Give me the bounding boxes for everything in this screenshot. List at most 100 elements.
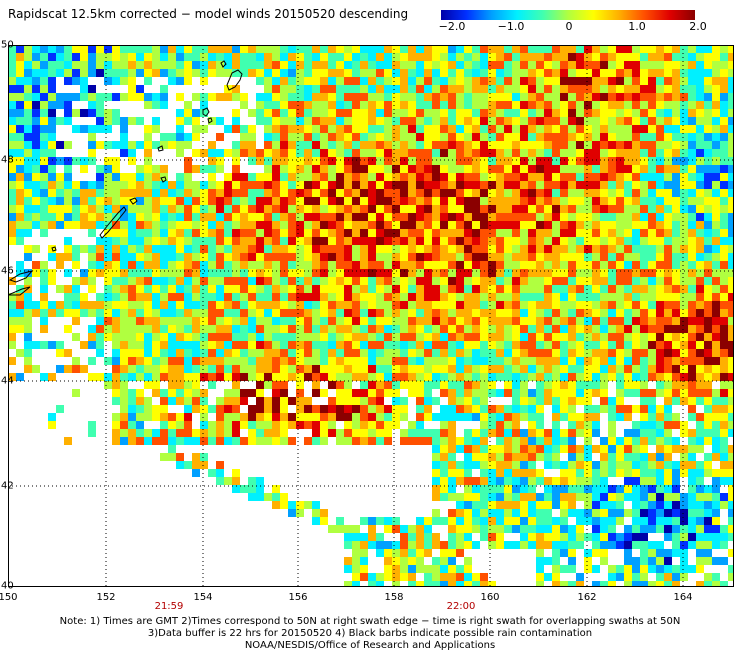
wind-cell	[152, 101, 160, 109]
wind-cell	[304, 77, 312, 85]
wind-cell	[664, 189, 672, 197]
wind-cell	[432, 141, 440, 149]
wind-cell	[328, 197, 336, 205]
wind-cell	[408, 349, 416, 357]
wind-cell	[376, 277, 384, 285]
wind-cell	[168, 277, 176, 285]
wind-cell	[656, 413, 664, 421]
wind-cell	[496, 229, 504, 237]
wind-cell	[464, 349, 472, 357]
wind-cell	[16, 285, 24, 293]
wind-cell	[168, 309, 176, 317]
wind-cell	[16, 293, 24, 301]
wind-cell	[600, 45, 608, 53]
wind-cell	[368, 261, 376, 269]
wind-cell	[680, 261, 688, 269]
wind-cell	[304, 301, 312, 309]
wind-cell	[512, 413, 520, 421]
wind-cell	[512, 525, 520, 533]
wind-cell	[528, 437, 536, 445]
wind-cell	[456, 405, 464, 413]
wind-cell	[640, 157, 648, 165]
wind-cell	[712, 533, 720, 541]
wind-cell	[280, 149, 288, 157]
wind-cell	[264, 93, 272, 101]
wind-cell	[384, 205, 392, 213]
wind-cell	[728, 501, 734, 509]
wind-cell	[320, 389, 328, 397]
wind-cell	[344, 381, 352, 389]
wind-cell	[656, 69, 664, 77]
wind-cell	[624, 437, 632, 445]
wind-cell	[648, 221, 656, 229]
wind-cell	[480, 173, 488, 181]
wind-cell	[536, 365, 544, 373]
wind-cell	[120, 413, 128, 421]
wind-cell	[248, 173, 256, 181]
wind-cell	[240, 301, 248, 309]
wind-cell	[592, 205, 600, 213]
wind-cell	[24, 85, 32, 93]
wind-cell	[520, 373, 528, 381]
wind-cell	[552, 565, 560, 573]
wind-cell	[552, 261, 560, 269]
wind-cell	[176, 61, 184, 69]
wind-cell	[440, 293, 448, 301]
wind-cell	[448, 301, 456, 309]
wind-cell	[720, 365, 728, 373]
wind-cell	[344, 525, 352, 533]
wind-cell	[720, 429, 728, 437]
wind-cell	[600, 549, 608, 557]
wind-cell	[344, 45, 352, 53]
wind-cell	[400, 53, 408, 61]
island-outline	[160, 176, 167, 183]
wind-cell	[552, 573, 560, 581]
wind-cell	[656, 245, 664, 253]
wind-cell	[280, 437, 288, 445]
wind-cell	[120, 349, 128, 357]
wind-cell	[680, 541, 688, 549]
wind-cell	[368, 69, 376, 77]
wind-cell	[168, 341, 176, 349]
wind-cell	[528, 413, 536, 421]
wind-cell	[320, 253, 328, 261]
wind-cell	[296, 261, 304, 269]
wind-cell	[592, 405, 600, 413]
wind-cell	[592, 317, 600, 325]
wind-cell	[8, 373, 16, 381]
wind-cell	[16, 349, 24, 357]
wind-cell	[640, 357, 648, 365]
wind-cell	[544, 133, 552, 141]
wind-cell	[368, 397, 376, 405]
wind-cell	[592, 301, 600, 309]
wind-cell	[112, 221, 120, 229]
wind-cell	[584, 373, 592, 381]
wind-cell	[632, 381, 640, 389]
wind-cell	[336, 85, 344, 93]
wind-cell	[232, 301, 240, 309]
wind-cell	[96, 221, 104, 229]
wind-cell	[208, 221, 216, 229]
wind-cell	[288, 205, 296, 213]
wind-cell	[384, 421, 392, 429]
wind-cell	[368, 109, 376, 117]
wind-cell	[400, 165, 408, 173]
wind-cell	[560, 213, 568, 221]
wind-cell	[128, 373, 136, 381]
wind-cell	[472, 349, 480, 357]
wind-cell	[376, 61, 384, 69]
wind-cell	[520, 445, 528, 453]
wind-cell	[152, 373, 160, 381]
wind-cell	[120, 245, 128, 253]
wind-cell	[464, 341, 472, 349]
wind-cell	[400, 253, 408, 261]
wind-cell	[408, 333, 416, 341]
wind-cell	[624, 69, 632, 77]
wind-cell	[512, 309, 520, 317]
wind-cell	[576, 341, 584, 349]
wind-cell	[288, 341, 296, 349]
wind-cell	[528, 301, 536, 309]
wind-cell	[312, 213, 320, 221]
wind-cell	[288, 253, 296, 261]
wind-cell	[280, 165, 288, 173]
